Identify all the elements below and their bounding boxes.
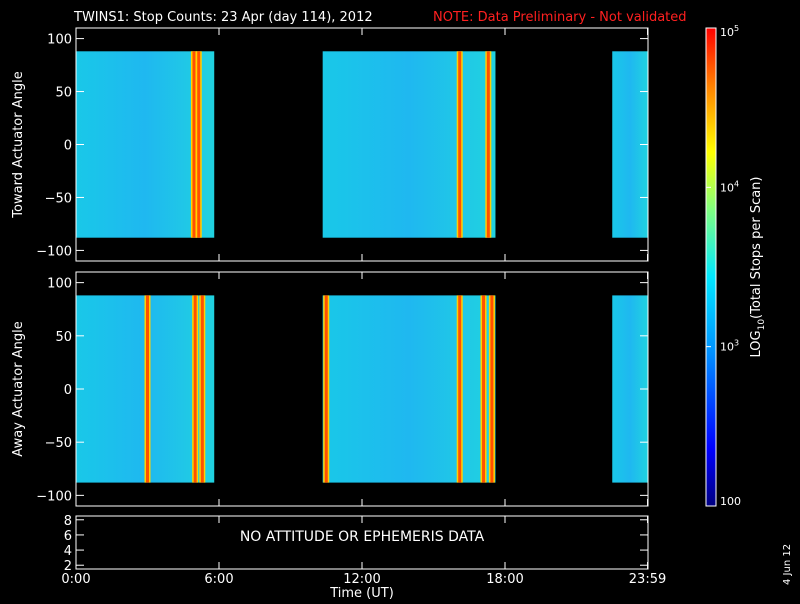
high-count-band-core-0 bbox=[146, 295, 149, 483]
x-tick-label: 12:00 bbox=[343, 572, 380, 587]
y-tick-label: 0 bbox=[64, 383, 72, 398]
high-count-band-core-4 bbox=[458, 295, 462, 483]
x-tick-label: 23:59 bbox=[629, 572, 666, 587]
x-tick-label: 6:00 bbox=[204, 572, 233, 587]
date-stamp: 4 Jun 12 bbox=[782, 544, 793, 585]
y-tick-label: 100 bbox=[47, 33, 72, 48]
y-tick-label: −100 bbox=[36, 244, 72, 259]
high-count-band-core-2 bbox=[200, 295, 204, 483]
high-count-band-core-0 bbox=[192, 51, 196, 238]
y-tick-label: 50 bbox=[55, 86, 72, 101]
colorbar-label: LOG10(Total Stops per Scan) bbox=[749, 177, 767, 358]
colorbar-tick-exp: 4 bbox=[734, 179, 739, 188]
y-axis-label-away: Away Actuator Angle bbox=[11, 321, 26, 456]
y-tick-label: 8 bbox=[64, 514, 72, 529]
y-tick-label: 6 bbox=[64, 529, 72, 544]
time-axis: 0:00 6:00 12:00 18:00 23:59 bbox=[61, 572, 666, 587]
y-axis-label-toward: Toward Actuator Angle bbox=[11, 71, 26, 218]
y-tick-label: −100 bbox=[36, 489, 72, 504]
colorbar-label-suffix: (Total Stops per Scan) bbox=[749, 177, 764, 319]
high-count-band-core-1 bbox=[193, 295, 197, 483]
colorbar-tick-label: 104 bbox=[720, 179, 739, 194]
colorbar-gradient bbox=[705, 27, 717, 507]
high-count-band-core-1 bbox=[197, 51, 201, 238]
x-tick-label: 0:00 bbox=[61, 572, 90, 587]
high-count-band-core-6 bbox=[490, 295, 494, 483]
y-tick-label: 0 bbox=[64, 139, 72, 154]
colorbar-tick-label: 103 bbox=[720, 339, 739, 354]
data-segment-1 bbox=[322, 295, 496, 483]
high-count-band-core-5 bbox=[482, 295, 486, 483]
colorbar-tick-base: 10 bbox=[720, 26, 734, 39]
high-count-band-core-2 bbox=[458, 51, 462, 238]
colorbar-tick-base: 10 bbox=[720, 181, 734, 194]
colorbar-tick-base: 100 bbox=[720, 495, 741, 508]
high-count-band-core-3 bbox=[324, 295, 328, 483]
colorbar-tick-label: 100 bbox=[720, 495, 741, 508]
x-tick-label: 18:00 bbox=[486, 572, 523, 587]
panel-toward: 100 50 0 −50 −100 Toward Actuator Angle bbox=[11, 27, 649, 262]
high-count-band-core-3 bbox=[486, 51, 490, 238]
y-tick-label: 50 bbox=[55, 330, 72, 345]
y-tick-label: 2 bbox=[64, 559, 72, 574]
no-data-message: NO ATTITUDE OR EPHEMERIS DATA bbox=[240, 529, 485, 545]
y-tick-label: −50 bbox=[45, 436, 72, 451]
y-tick-label: 4 bbox=[64, 544, 72, 559]
data-segment-1 bbox=[322, 51, 496, 238]
chart-title: TWINS1: Stop Counts: 23 Apr (day 114), 2… bbox=[73, 10, 373, 25]
plot-panels: 100 50 0 −50 −100 Toward Actuator Angle 100 50 0… bbox=[11, 27, 649, 574]
y-tick-label: −50 bbox=[45, 191, 72, 206]
colorbar-tick-exp: 5 bbox=[734, 24, 739, 33]
colorbar-tick-base: 10 bbox=[720, 341, 734, 354]
y-tick-label: 100 bbox=[47, 277, 72, 292]
colorbar-label-sub: 10 bbox=[757, 319, 767, 331]
colorbar-tick-label: 105 bbox=[720, 24, 739, 39]
x-axis-label: Time (UT) bbox=[329, 586, 394, 600]
preliminary-note: NOTE: Data Preliminary - Not validated bbox=[433, 10, 687, 25]
colorbar-label-prefix: LOG bbox=[749, 330, 764, 357]
panel-away: 100 50 0 −50 −100 Away Actuator Angle bbox=[11, 271, 649, 507]
colorbar-tick-exp: 3 bbox=[734, 339, 739, 348]
